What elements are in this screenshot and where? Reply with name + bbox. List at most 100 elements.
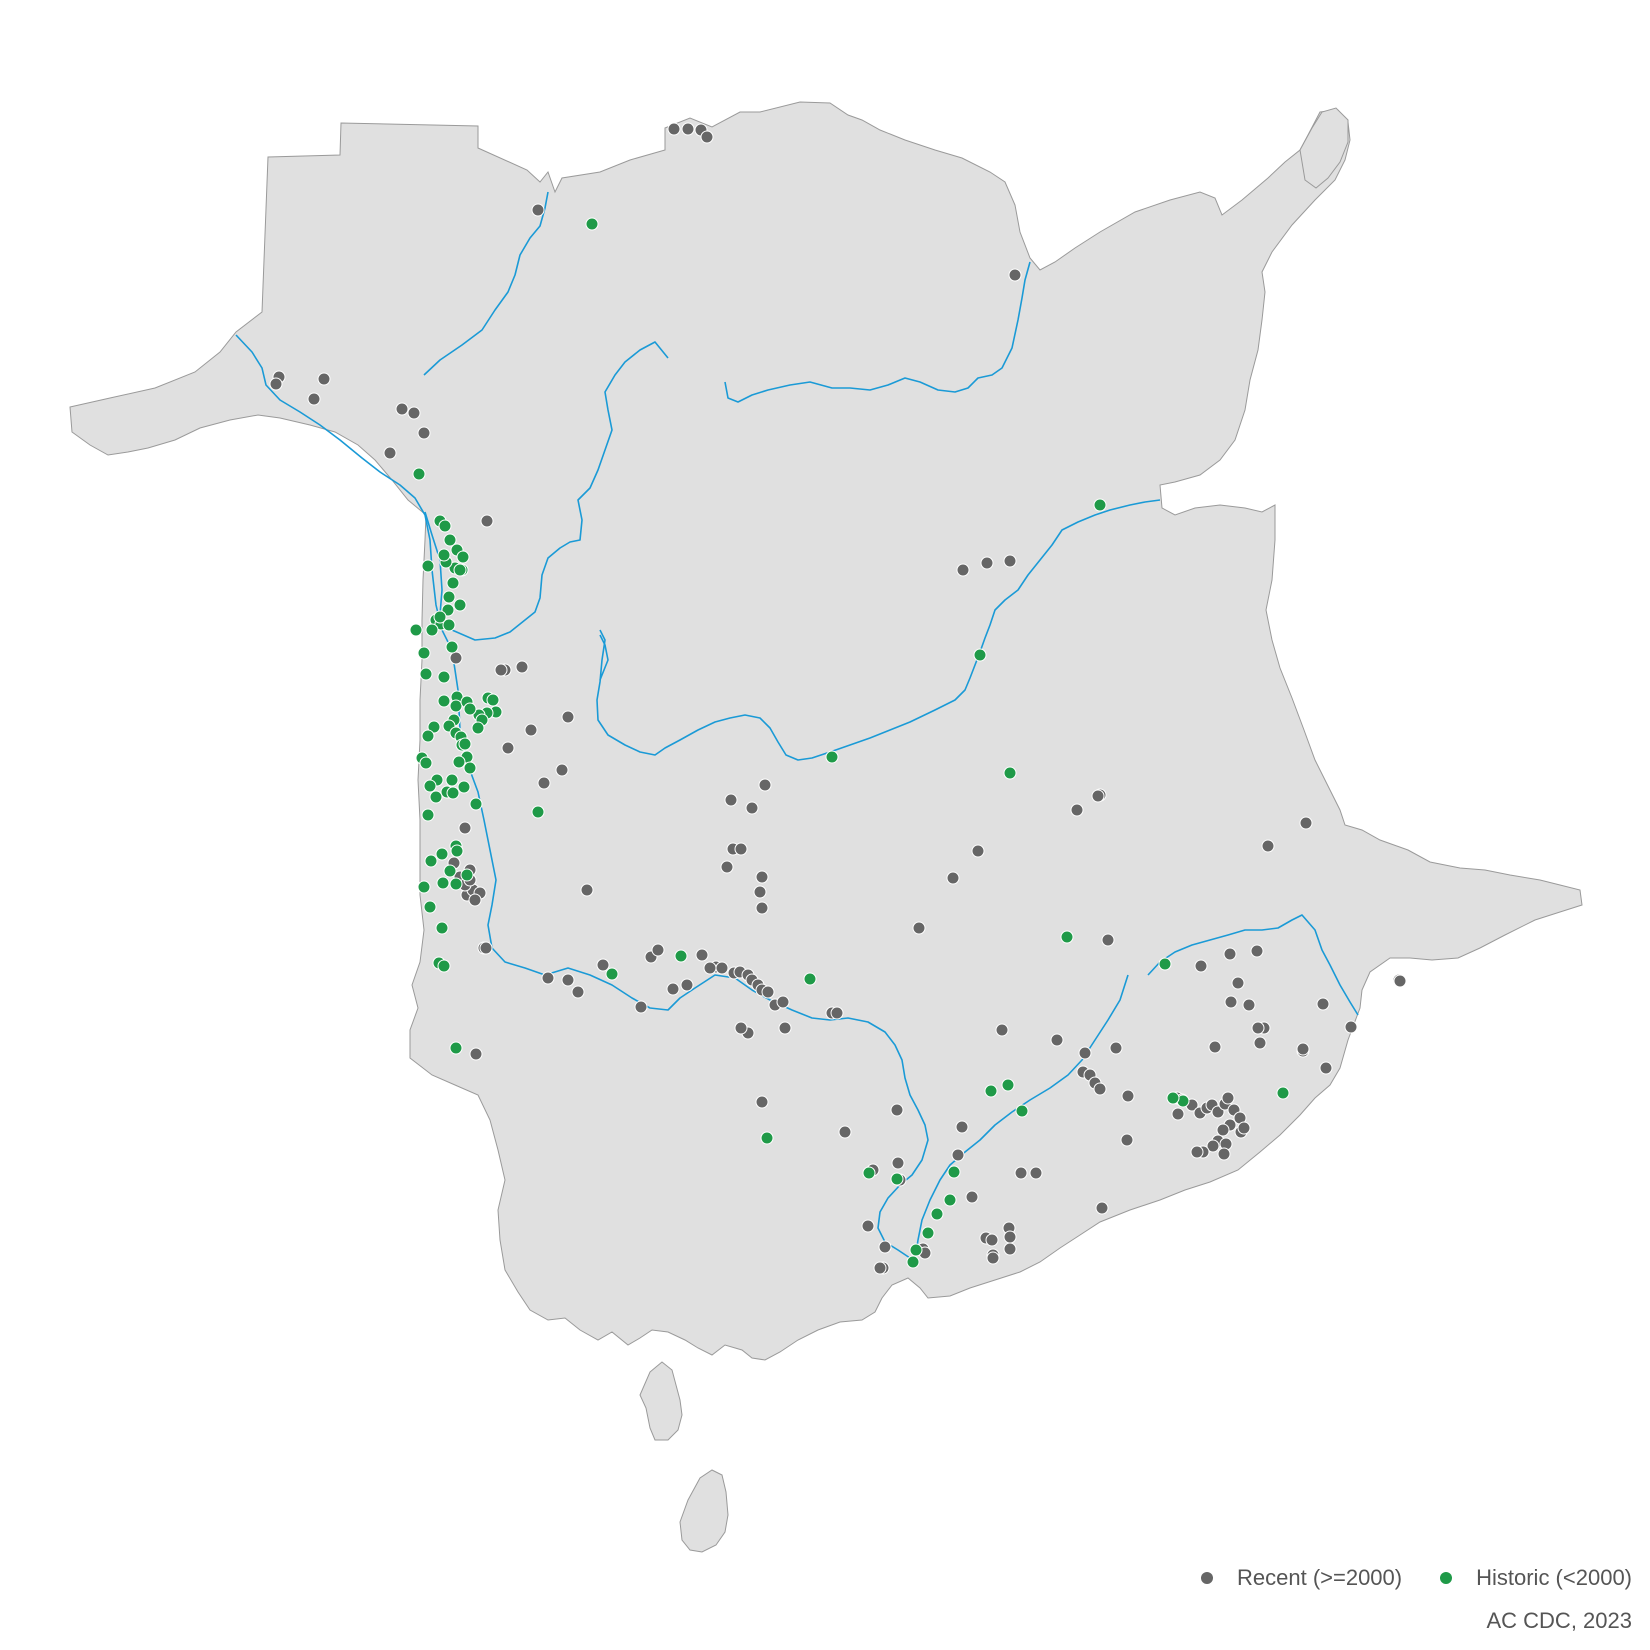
historic-observation-point: [1001, 1078, 1015, 1092]
historic-observation-point: [1093, 498, 1107, 512]
historic-observation-point: [906, 1255, 920, 1269]
historic-observation-point: [425, 623, 439, 637]
recent-observation-point: [1253, 1036, 1267, 1050]
recent-observation-point: [307, 392, 321, 406]
historic-observation-point: [438, 519, 452, 533]
recent-observation-point: [269, 377, 283, 391]
recent-observation-point: [1109, 1041, 1123, 1055]
recent-observation-point: [1050, 1033, 1064, 1047]
historic-observation-point: [443, 864, 457, 878]
legend-label-recent: Recent (>=2000): [1237, 1565, 1403, 1590]
recent-observation-point: [1003, 1230, 1017, 1244]
recent-observation-point: [734, 842, 748, 856]
recent-observation-point: [596, 958, 610, 972]
recent-observation-point: [1216, 1123, 1230, 1137]
legend-label-historic: Historic (<2000): [1476, 1565, 1632, 1590]
saint-john-river-upper: [235, 334, 929, 1263]
recent-observation-point: [1014, 1166, 1028, 1180]
recent-observation-point: [383, 446, 397, 460]
recent-observation-point: [531, 203, 545, 217]
recent-observation-point: [317, 372, 331, 386]
historic-observation-point: [446, 786, 460, 800]
recent-observation-point: [873, 1261, 887, 1275]
recent-observation-point: [745, 801, 759, 815]
recent-observation-point: [555, 763, 569, 777]
historic-observation-point: [803, 972, 817, 986]
historic-observations: [409, 217, 1290, 1269]
recent-observation-point: [890, 1103, 904, 1117]
recent-observation-point: [1095, 1201, 1109, 1215]
historic-observation-point: [825, 750, 839, 764]
historic-observation-point: [419, 756, 433, 770]
recent-observation-point: [1120, 1133, 1134, 1147]
historic-observation-point: [429, 790, 443, 804]
recent-observation-point: [1029, 1166, 1043, 1180]
recent-observation-point: [878, 1240, 892, 1254]
recent-observation-point: [541, 971, 555, 985]
historic-observation-point: [585, 217, 599, 231]
recent-observation-point: [468, 893, 482, 907]
historic-observation-point: [421, 559, 435, 573]
recent-observation-point: [395, 402, 409, 416]
recent-observation-point: [703, 961, 717, 975]
recent-observation-point: [561, 973, 575, 987]
recent-observation-point: [861, 1219, 875, 1233]
recent-observation-point: [1223, 947, 1237, 961]
recent-observation-point: [1194, 959, 1208, 973]
recent-observation-point: [980, 556, 994, 570]
recent-observation-point: [715, 961, 729, 975]
historic-observation-point: [445, 640, 459, 654]
recent-observation-point: [1221, 1091, 1235, 1105]
historic-observation-point: [443, 533, 457, 547]
recent-observation-point: [965, 1190, 979, 1204]
nashwaak-southwest-miramichi: [596, 499, 1161, 761]
historic-observation-point: [419, 667, 433, 681]
recent-observation-point: [720, 860, 734, 874]
recent-observation-point: [1078, 1046, 1092, 1060]
historic-observation-point: [445, 773, 459, 787]
historic-observation-point: [973, 648, 987, 662]
recent-observation-point: [417, 426, 431, 440]
recent-observation-point: [986, 1251, 1000, 1265]
recent-observation-point: [755, 901, 769, 915]
tobique-river: [724, 261, 1031, 403]
historic-observation-point: [531, 805, 545, 819]
recent-observation-point: [1261, 839, 1275, 853]
historic-observation-point: [1276, 1086, 1290, 1100]
recent-observation-point: [985, 1233, 999, 1247]
historic-observation-point: [674, 949, 688, 963]
historic-observation-point: [453, 563, 467, 577]
recent-observation-point: [524, 723, 538, 737]
historic-observation-point: [435, 921, 449, 935]
recent-observation-point: [1008, 268, 1022, 282]
recent-observation-point: [1393, 974, 1407, 988]
historic-observation-point: [984, 1084, 998, 1098]
recent-observation-point: [778, 1021, 792, 1035]
recent-observation-point: [480, 514, 494, 528]
recent-observation-point: [571, 985, 585, 999]
recent-observation-point: [1190, 1145, 1204, 1159]
historic-observation-point: [449, 1041, 463, 1055]
legend-dot-recent: [1201, 1572, 1213, 1584]
historic-observation-point: [921, 1226, 935, 1240]
recent-observation-point: [1206, 1139, 1220, 1153]
historic-observation-point: [1166, 1091, 1180, 1105]
restigouche-river: [423, 191, 549, 376]
historic-observation-point: [423, 779, 437, 793]
recent-observation-point: [1121, 1089, 1135, 1103]
historic-observation-point: [450, 844, 464, 858]
historic-observation-point: [453, 598, 467, 612]
recent-observation-point: [651, 943, 665, 957]
recent-observation-point: [830, 1006, 844, 1020]
recent-observation-point: [680, 978, 694, 992]
historic-observation-point: [452, 755, 466, 769]
campobello-island: [639, 1361, 683, 1441]
recent-observation-point: [458, 821, 472, 835]
miscou-island: [1299, 107, 1349, 189]
salmon-river: [914, 974, 1129, 1261]
historic-observation-point: [427, 720, 441, 734]
recent-observation-point: [1091, 789, 1105, 803]
petitcodiac-river: [1147, 914, 1359, 1016]
historic-observation-point: [423, 900, 437, 914]
